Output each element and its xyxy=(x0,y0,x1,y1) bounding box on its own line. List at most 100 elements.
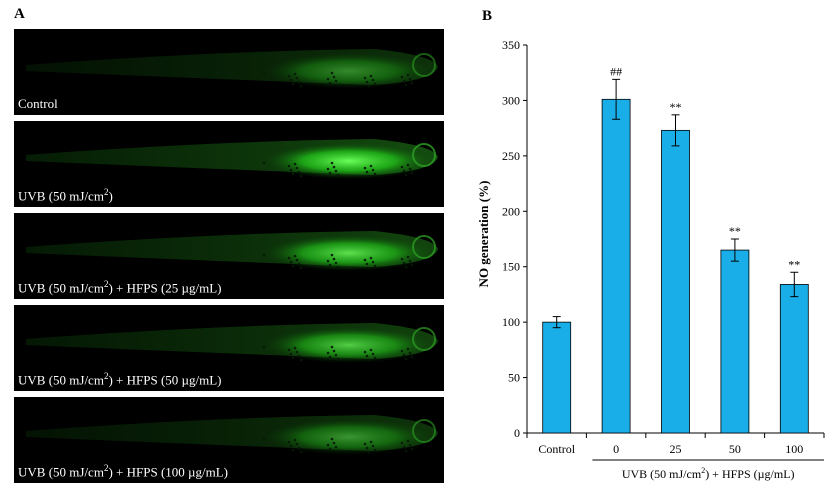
label-text: UVB (50 mJ/cm xyxy=(18,464,104,479)
pigment-dot xyxy=(365,170,369,174)
pigment-dot xyxy=(400,75,404,79)
pigment-dot xyxy=(289,352,293,356)
pigment-dot xyxy=(297,262,301,266)
pigment-dot xyxy=(332,165,336,169)
pigment-dot xyxy=(287,164,291,168)
pigment-dot xyxy=(410,263,414,267)
bar-Control xyxy=(542,321,572,434)
pigment-dot xyxy=(369,164,373,168)
label-text-end: ) + HFPS (100 µg/mL) xyxy=(108,464,229,479)
fish-eye xyxy=(412,53,436,77)
pigment-dot xyxy=(293,438,297,442)
pigment-dot xyxy=(330,345,334,349)
pigment-dot xyxy=(332,441,336,445)
pigment-dot xyxy=(291,448,295,452)
pigment-dot xyxy=(371,168,375,172)
y-tick-label: 50 xyxy=(508,371,520,385)
pigment-dot xyxy=(328,263,332,267)
pigment-dot xyxy=(406,439,410,443)
y-tick-label: 0 xyxy=(514,426,520,440)
pigment-dot xyxy=(336,449,340,453)
label-superscript: 2 xyxy=(103,186,109,197)
x-tick-label: Control xyxy=(538,442,575,456)
fish-panel-label: UVB (50 mJ/cm2) + HFPS (100 µg/mL) xyxy=(18,463,228,480)
pigment-dot xyxy=(326,443,330,447)
pigment-dot xyxy=(363,76,367,80)
fish-panel-label: UVB (50 mJ/cm2) xyxy=(18,187,113,204)
pigment-dot xyxy=(367,84,371,88)
pigment-dot xyxy=(369,348,373,352)
yolk-fluorescence xyxy=(264,143,434,179)
pigment-dot xyxy=(295,258,299,262)
pigment-dot xyxy=(328,447,332,451)
pigment-dot xyxy=(299,358,303,362)
pigment-dot xyxy=(367,358,371,362)
pigment-dot xyxy=(402,79,406,83)
pigment-dot xyxy=(406,73,410,77)
pigment-dot xyxy=(408,443,412,447)
pigment-dot xyxy=(365,80,369,84)
pigment-dot xyxy=(289,78,293,82)
x-label-text: UVB (50 mJ/cm xyxy=(622,467,702,481)
pigment-dot xyxy=(336,83,340,87)
pigment-dot xyxy=(373,356,377,360)
label-text-end: ) xyxy=(108,188,113,203)
pigment-dot xyxy=(297,170,301,174)
pigment-dot xyxy=(371,352,375,356)
pigment-dot xyxy=(408,351,412,355)
pigment-dot xyxy=(326,77,330,81)
pigment-dot xyxy=(404,357,408,361)
fish-eye xyxy=(412,419,436,443)
bar-100 xyxy=(779,284,809,434)
pigment-dot xyxy=(402,261,406,265)
pigment-dot xyxy=(330,71,334,75)
pigment-dot xyxy=(400,349,404,353)
zebrafish-image xyxy=(26,231,438,271)
label-superscript: 2 xyxy=(103,462,109,473)
pigment-dot xyxy=(262,345,266,349)
bar-25 xyxy=(661,129,690,434)
label-text-end: ) + HFPS (50 µg/mL) xyxy=(108,372,222,387)
pigment-dot xyxy=(402,445,406,449)
fish-panel-4: UVB (50 mJ/cm2) + HFPS (50 µg/mL) xyxy=(14,305,444,391)
pigment-dot xyxy=(367,266,371,270)
fish-panel-5: UVB (50 mJ/cm2) + HFPS (100 µg/mL) xyxy=(14,397,444,483)
pigment-dot xyxy=(369,256,373,260)
pigment-dot xyxy=(408,259,412,263)
pigment-dot xyxy=(363,166,367,170)
fish-eye xyxy=(412,327,436,351)
pigment-dot xyxy=(299,84,303,88)
pigment-dot xyxy=(373,172,377,176)
label-text: UVB (50 mJ/cm xyxy=(18,372,104,387)
pigment-dot xyxy=(293,72,297,76)
pigment-dot xyxy=(334,353,338,357)
pigment-dot xyxy=(326,259,330,263)
pigment-dot xyxy=(404,265,408,269)
label-superscript: 2 xyxy=(103,370,109,381)
x-tick-label: 0 xyxy=(613,442,619,456)
pigment-dot xyxy=(289,444,293,448)
x-label-text-end: ) + HFPS (µg/mL) xyxy=(705,467,794,481)
y-tick-label: 250 xyxy=(502,149,520,163)
pigment-dot xyxy=(408,167,412,171)
pigment-dot xyxy=(291,356,295,360)
pigment-dot xyxy=(369,74,373,78)
zebrafish-image xyxy=(26,49,438,89)
pigment-dot xyxy=(334,445,338,449)
pigment-dot xyxy=(404,449,408,453)
pigment-dot xyxy=(289,260,293,264)
pigment-dot xyxy=(404,173,408,177)
pigment-dot xyxy=(332,349,336,353)
fish-panel-1: Control xyxy=(14,29,444,115)
fish-panel-label: Control xyxy=(18,96,58,112)
pigment-dot xyxy=(299,266,303,270)
pigment-dot xyxy=(289,168,293,172)
pigment-dot xyxy=(402,169,406,173)
zebrafish-image xyxy=(26,139,438,179)
pigment-dot xyxy=(363,350,367,354)
pigment-dot xyxy=(287,348,291,352)
pigment-dot xyxy=(295,166,299,170)
pigment-dot xyxy=(330,437,334,441)
pigment-dot xyxy=(334,169,338,173)
